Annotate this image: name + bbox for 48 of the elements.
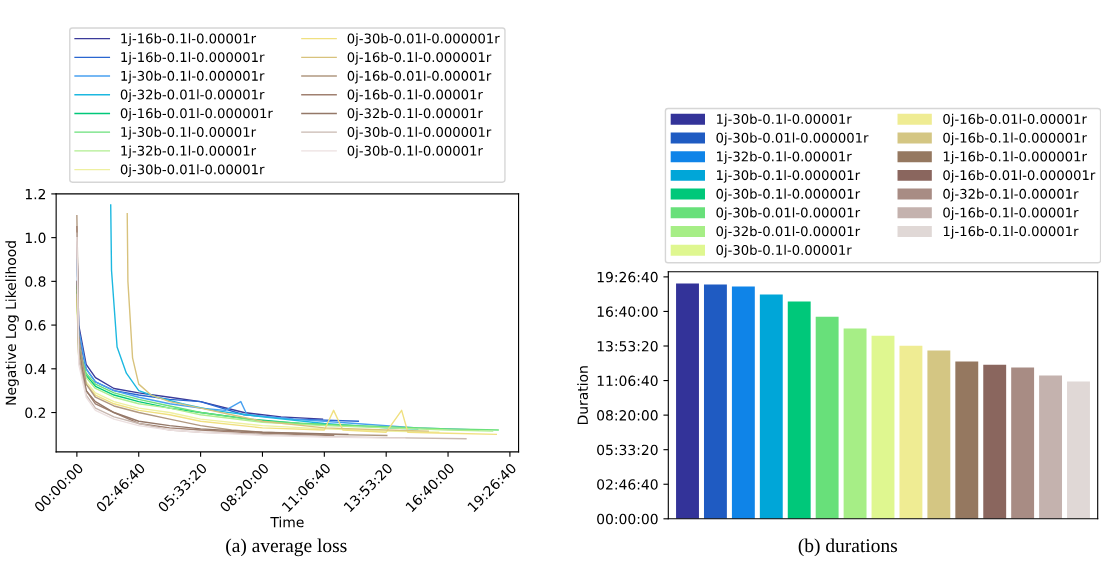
legend-label: 1j-30b-0.1l-0.000001r [121, 70, 265, 84]
legend-label: 1j-16b-0.1l-0.000001r [943, 151, 1087, 164]
legend-label: 0j-16b-0.01l-0.00001r [347, 70, 492, 84]
y-tick-label: 00:00:00 [597, 513, 658, 525]
legend-label: 0j-30b-0.01l-0.00001r [120, 164, 265, 177]
legend-label: 0j-30b-0.1l-0.000001r [347, 126, 492, 140]
y-tick-label: 0.8 [25, 276, 46, 287]
legend-label: 1j-16b-0.1l-0.00001r [121, 33, 257, 46]
legend-label: 1j-32b-0.1l-0.00001r [121, 145, 257, 159]
y-tick-label: 1.0 [25, 232, 46, 244]
y-tick-label: 19:26:40 [597, 271, 658, 283]
legend-label: 0j-32b-0.1l-0.00001r [943, 188, 1079, 202]
legend-label: 1j-16b-0.1l-0.000001r [121, 51, 265, 65]
y-axis-title: Duration [577, 366, 588, 425]
legend-label: 0j-30b-0.1l-0.000001r [716, 188, 861, 202]
y-tick-label: 0.6 [25, 320, 46, 331]
legend-label: 0j-32b-0.1l-0.00001r [347, 108, 483, 121]
y-tick-label: 11:06:40 [597, 375, 658, 387]
text: (b) durations [798, 538, 898, 557]
legend-label: 0j-16b-0.01l-0.00001r [943, 113, 1087, 127]
legend-label: 0j-16b-0.01l-0.000001r [120, 108, 273, 121]
y-tick-label: 08:20:00 [597, 410, 658, 421]
legend-label: 0j-30b-0.01l-0.000001r [347, 33, 500, 46]
y-tick-label: 1.2 [25, 188, 46, 200]
legend-label: 0j-32b-0.01l-0.00001r [716, 226, 861, 239]
legend-label: 0j-30b-0.01l-0.000001r [716, 132, 869, 146]
legend-label: 0j-30b-0.01l-0.00001r [716, 207, 861, 221]
legend-label: 0j-16b-0.1l-0.00001r [943, 207, 1079, 221]
y-tick-label: 0.2 [25, 407, 46, 418]
y-tick-label: 16:40:00 [597, 306, 658, 317]
y-axis-title: Negative Log Likelihood [5, 241, 19, 405]
legend-label: 0j-16b-0.1l-0.000001r [943, 132, 1087, 146]
legend-label: 0j-32b-0.01l-0.00001r [120, 89, 265, 103]
y-tick-label: 05:33:20 [597, 444, 658, 456]
legend-label: 0j-16b-0.1l-0.000001r [347, 51, 492, 65]
y-tick-label: 13:53:20 [597, 340, 658, 352]
legend-label: 1j-30b-0.1l-0.000001r [717, 169, 861, 183]
legend-label: 0j-30b-0.1l-0.00001r [347, 145, 483, 159]
legend-label: 1j-32b-0.1l-0.00001r [717, 151, 852, 164]
legend-label: 1j-30b-0.1l-0.00001r [121, 126, 257, 140]
legend-label: 0j-16b-0.1l-0.00001r [347, 89, 483, 103]
y-tick-label: 0.4 [25, 363, 46, 375]
text: (a) average loss [226, 538, 347, 557]
legend-label: 1j-30b-0.1l-0.00001r [717, 113, 852, 127]
x-axis-title: Time [270, 516, 304, 528]
legend-label: 0j-16b-0.01l-0.000001r [943, 169, 1096, 183]
legend-label: 1j-16b-0.1l-0.00001r [943, 226, 1079, 239]
legend-label: 0j-30b-0.1l-0.00001r [716, 244, 852, 258]
